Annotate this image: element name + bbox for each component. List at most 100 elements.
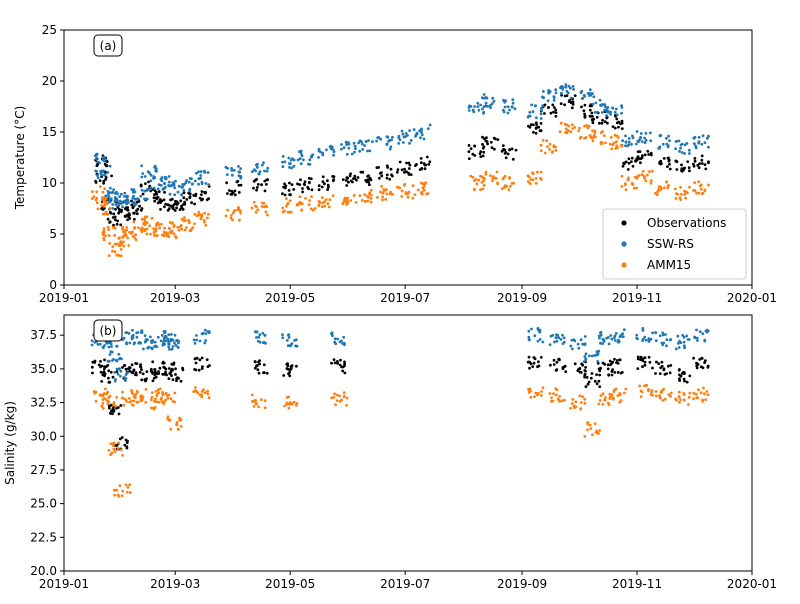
data-point: [128, 366, 132, 370]
data-point: [643, 153, 647, 157]
data-point: [353, 150, 356, 154]
data-point: [298, 183, 302, 187]
data-point: [91, 190, 94, 194]
data-point: [650, 389, 654, 392]
data-point: [287, 336, 291, 339]
data-point: [303, 180, 307, 184]
data-point: [697, 180, 701, 184]
data-point: [195, 171, 198, 175]
data-point: [134, 373, 138, 377]
data-point: [110, 191, 114, 195]
series-ssw-rs: [90, 326, 710, 383]
data-point: [321, 201, 325, 205]
data-point: [601, 342, 604, 345]
data-point: [331, 148, 335, 152]
data-point: [701, 191, 705, 195]
data-point: [603, 108, 606, 112]
data-point: [552, 392, 555, 396]
data-point: [281, 192, 284, 196]
data-point: [345, 152, 349, 156]
data-point: [594, 135, 597, 139]
data-point: [403, 182, 407, 186]
data-point: [125, 226, 129, 229]
data-point: [133, 217, 136, 221]
data-point: [134, 238, 138, 242]
data-point: [698, 162, 701, 166]
data-point: [482, 110, 486, 114]
data-point: [426, 127, 430, 130]
data-point: [570, 338, 574, 342]
data-point: [649, 179, 653, 183]
data-point: [168, 221, 172, 224]
data-point: [198, 339, 202, 343]
data-point: [285, 197, 288, 201]
data-point: [103, 367, 106, 371]
x-tick-label: 2019-11: [612, 291, 662, 305]
data-point: [336, 337, 340, 341]
data-point: [340, 147, 343, 151]
data-point: [682, 392, 685, 395]
data-point: [605, 114, 608, 117]
data-point: [606, 363, 610, 367]
data-point: [90, 339, 94, 343]
data-point: [145, 232, 149, 236]
data-point: [255, 178, 258, 181]
data-point: [354, 147, 357, 151]
data-point: [96, 343, 100, 346]
data-point: [190, 177, 193, 181]
data-point: [615, 113, 619, 117]
data-point: [381, 195, 384, 199]
data-point: [255, 330, 259, 334]
data-point: [467, 157, 471, 161]
data-point: [121, 225, 125, 229]
data-point: [194, 361, 198, 365]
data-point: [229, 214, 233, 217]
data-point: [555, 339, 559, 343]
data-point: [294, 403, 298, 407]
data-point: [616, 371, 620, 374]
data-point: [508, 148, 511, 152]
y-axis-label: Temperature (°C): [13, 106, 27, 211]
data-point: [103, 187, 106, 191]
data-point: [328, 198, 332, 202]
data-point: [611, 143, 615, 147]
data-point: [527, 114, 531, 118]
data-point: [542, 90, 545, 93]
data-point: [230, 167, 234, 170]
data-point: [644, 179, 648, 183]
data-point: [207, 212, 210, 216]
x-tick-label: 2019-01: [39, 291, 89, 305]
data-point: [134, 233, 138, 237]
data-point: [253, 366, 257, 370]
data-point: [651, 366, 654, 370]
data-point: [176, 190, 180, 194]
data-point: [554, 114, 558, 118]
data-point: [308, 158, 312, 162]
data-point: [693, 159, 697, 163]
data-point: [257, 172, 261, 176]
data-point: [679, 198, 682, 202]
data-point: [694, 392, 698, 396]
data-point: [600, 121, 604, 125]
data-point: [96, 207, 100, 211]
data-point: [149, 398, 153, 402]
data-point: [139, 330, 143, 334]
data-point: [667, 134, 670, 138]
data-point: [232, 168, 236, 172]
data-point: [169, 198, 173, 202]
data-point: [624, 160, 628, 164]
y-tick-label: 20: [42, 74, 57, 88]
data-point: [409, 173, 413, 177]
data-point: [263, 189, 267, 193]
data-point: [95, 154, 98, 157]
data-point: [706, 329, 710, 333]
data-point: [595, 115, 599, 119]
data-point: [706, 365, 710, 369]
data-point: [422, 137, 426, 141]
data-point: [698, 358, 702, 361]
data-point: [317, 184, 321, 188]
data-point: [255, 188, 258, 192]
data-point: [622, 391, 626, 395]
data-point: [601, 118, 604, 122]
data-point: [407, 190, 411, 194]
